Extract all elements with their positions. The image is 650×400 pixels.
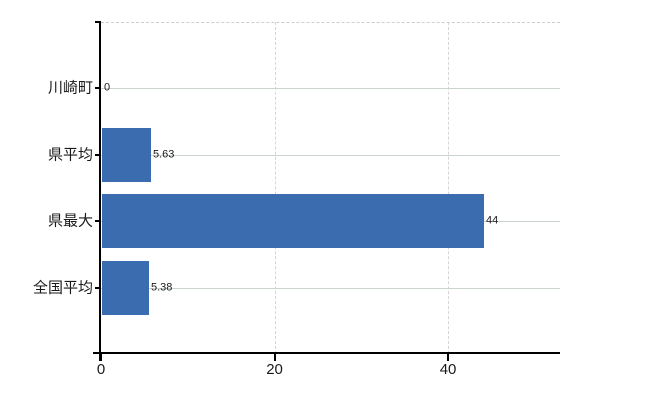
- value-label: 44: [486, 214, 499, 227]
- category-label: 川崎町: [47, 79, 93, 97]
- vertical-gridline: [448, 22, 450, 354]
- category-label: 県平均: [47, 146, 93, 164]
- y-axis-top-tick: [95, 21, 101, 23]
- x-axis-tick: [447, 354, 450, 361]
- bar: [102, 194, 484, 248]
- y-axis-tick: [95, 220, 101, 222]
- category-label: 県最大: [47, 212, 93, 230]
- x-axis-tick: [273, 354, 276, 361]
- horizontal-gridline: [101, 155, 560, 156]
- category-label: 全国平均: [32, 279, 93, 297]
- bar: [102, 128, 151, 182]
- x-axis-tick: [100, 354, 102, 361]
- value-label: 0: [104, 81, 111, 94]
- x-tick-label: 40: [439, 361, 457, 378]
- x-axis-line: [93, 352, 560, 354]
- x-tick-label: 20: [266, 361, 283, 378]
- x-tick-label: 0: [96, 361, 106, 378]
- y-axis-line: [99, 22, 101, 361]
- y-axis-tick: [95, 87, 101, 89]
- y-axis-tick: [95, 154, 101, 156]
- horizontal-gridline: [101, 288, 560, 289]
- value-label: 5.38: [151, 281, 173, 294]
- plot-top-border: [101, 22, 560, 23]
- vertical-gridline: [274, 22, 276, 354]
- y-axis-tick: [95, 287, 101, 289]
- bar: [102, 261, 149, 315]
- value-label: 5.63: [153, 148, 175, 161]
- horizontal-gridline: [101, 88, 560, 89]
